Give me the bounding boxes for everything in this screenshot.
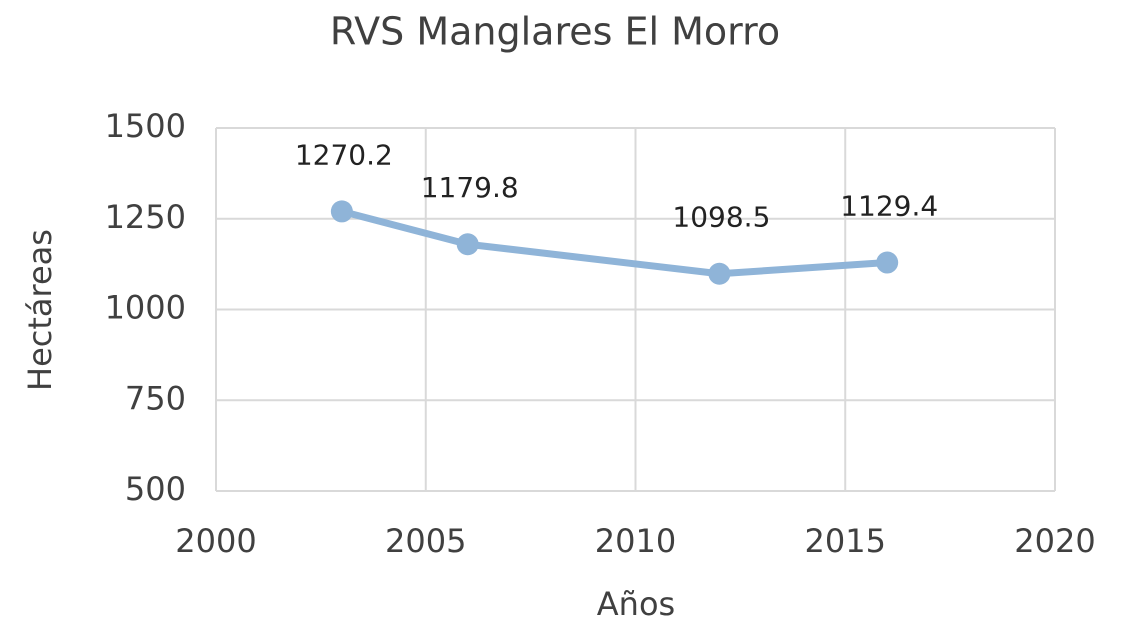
x-tick-label: 2005 bbox=[385, 522, 466, 560]
chart-title: RVS Manglares El Morro bbox=[330, 10, 780, 54]
x-tick-label: 2020 bbox=[1014, 522, 1095, 560]
y-axis-title: Hectáreas bbox=[21, 229, 59, 391]
y-tick-label: 1250 bbox=[105, 198, 186, 236]
x-tick-label: 2010 bbox=[595, 522, 676, 560]
y-tick-label: 500 bbox=[125, 470, 186, 508]
y-tick-label: 1000 bbox=[105, 289, 186, 327]
data-label: 1179.8 bbox=[421, 171, 519, 204]
y-tick-label: 750 bbox=[125, 379, 186, 417]
data-label: 1270.2 bbox=[295, 138, 393, 171]
data-label: 1098.5 bbox=[672, 201, 770, 234]
x-axis-title: Años bbox=[597, 585, 675, 623]
point bbox=[330, 200, 353, 223]
data-label: 1129.4 bbox=[840, 190, 938, 223]
line bbox=[340, 208, 888, 278]
point bbox=[708, 262, 731, 285]
point bbox=[876, 251, 899, 274]
point bbox=[456, 233, 479, 256]
x-tick-label: 2000 bbox=[175, 522, 256, 560]
x-tick-label: 2015 bbox=[805, 522, 886, 560]
y-tick-label: 1500 bbox=[105, 107, 186, 145]
